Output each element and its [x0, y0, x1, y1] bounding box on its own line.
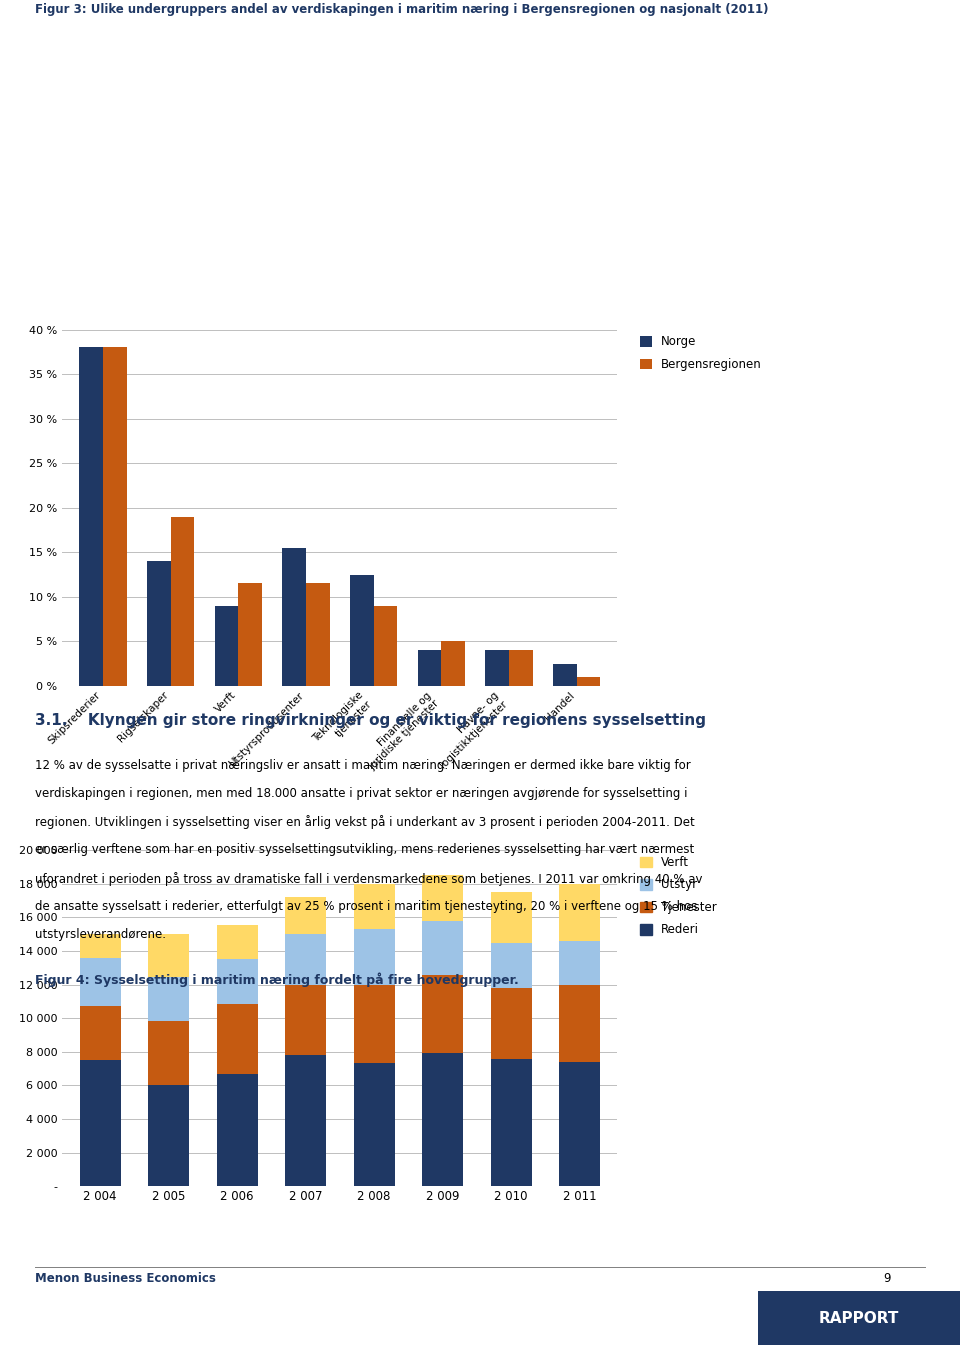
- Bar: [491, 892, 532, 943]
- Bar: [217, 925, 257, 959]
- Bar: [491, 987, 532, 1059]
- Bar: [282, 547, 306, 686]
- Bar: [217, 959, 257, 1003]
- Bar: [171, 516, 194, 686]
- Bar: [491, 1059, 532, 1186]
- Bar: [285, 985, 326, 1054]
- Text: er særlig verftene som har en positiv sysselsettingsutvikling, mens rederienes s: er særlig verftene som har en positiv sy…: [35, 843, 694, 857]
- Bar: [418, 651, 442, 686]
- Bar: [217, 1073, 257, 1186]
- Text: uforandret i perioden på tross av dramatiske fall i verdensmarkedene som betjene: uforandret i perioden på tross av dramat…: [35, 872, 702, 885]
- Bar: [422, 876, 463, 921]
- Bar: [491, 943, 532, 987]
- Bar: [353, 1063, 395, 1186]
- Bar: [559, 941, 600, 985]
- Legend: Norge, Bergensregionen: Norge, Bergensregionen: [639, 335, 762, 371]
- Text: 9: 9: [883, 1272, 891, 1286]
- Bar: [553, 663, 577, 686]
- Legend: Verft, Utstyr, Tjenester, Rederi: Verft, Utstyr, Tjenester, Rederi: [639, 855, 717, 936]
- Bar: [148, 976, 189, 1021]
- Bar: [559, 985, 600, 1063]
- Bar: [350, 574, 373, 686]
- Bar: [148, 1021, 189, 1084]
- Text: regionen. Utviklingen i sysselsetting viser en årlig vekst på i underkant av 3 p: regionen. Utviklingen i sysselsetting vi…: [35, 815, 694, 829]
- Bar: [442, 642, 465, 686]
- Bar: [148, 1084, 189, 1186]
- Text: de ansatte sysselsatt i rederier, etterfulgt av 25 % prosent i maritim tjenestey: de ansatte sysselsatt i rederier, etterf…: [35, 900, 697, 913]
- Text: 12 % av de sysselsatte i privat næringsliv er ansatt i maritim næring. Næringen : 12 % av de sysselsatte i privat næringsl…: [35, 759, 690, 772]
- Bar: [80, 1060, 121, 1186]
- Bar: [238, 584, 262, 686]
- Text: 3.1.  Klyngen gir store ringvirkninger og er viktig for regionens sysselsetting: 3.1. Klyngen gir store ringvirkninger og…: [35, 713, 706, 728]
- Bar: [422, 1053, 463, 1186]
- Bar: [353, 929, 395, 985]
- Bar: [509, 651, 533, 686]
- Bar: [422, 921, 463, 975]
- Bar: [103, 347, 127, 686]
- Bar: [577, 677, 600, 686]
- Text: utstyrsleverandørene.: utstyrsleverandørene.: [35, 928, 165, 942]
- Text: Menon Business Economics: Menon Business Economics: [35, 1272, 215, 1286]
- Bar: [373, 605, 397, 686]
- Bar: [285, 897, 326, 933]
- Bar: [217, 1003, 257, 1073]
- Bar: [147, 561, 171, 686]
- Bar: [559, 884, 600, 942]
- Bar: [306, 584, 329, 686]
- Bar: [80, 1006, 121, 1060]
- Bar: [559, 1063, 600, 1186]
- Text: Figur 3: Ulike undergruppers andel av verdiskapingen i maritim næring i Bergensr: Figur 3: Ulike undergruppers andel av ve…: [35, 3, 768, 16]
- Bar: [80, 933, 121, 958]
- Bar: [285, 933, 326, 985]
- Text: verdiskapingen i regionen, men med 18.000 ansatte i privat sektor er næringen av: verdiskapingen i regionen, men med 18.00…: [35, 787, 687, 800]
- Bar: [215, 605, 238, 686]
- Bar: [285, 1054, 326, 1186]
- Bar: [80, 347, 103, 686]
- Bar: [148, 933, 189, 976]
- Bar: [422, 975, 463, 1053]
- Bar: [80, 958, 121, 1006]
- Bar: [353, 985, 395, 1063]
- Bar: [486, 651, 509, 686]
- Bar: [353, 884, 395, 929]
- Text: RAPPORT: RAPPORT: [819, 1310, 900, 1326]
- Text: Figur 4: Sysselsetting i maritim næring fordelt på fire hovedgrupper.: Figur 4: Sysselsetting i maritim næring …: [35, 972, 518, 987]
